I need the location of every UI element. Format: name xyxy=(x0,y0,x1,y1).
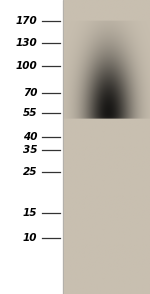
Text: 55: 55 xyxy=(23,108,38,118)
Text: 130: 130 xyxy=(16,38,38,48)
Text: 70: 70 xyxy=(23,88,38,98)
Text: 170: 170 xyxy=(16,16,38,26)
Text: 15: 15 xyxy=(23,208,38,218)
Text: 100: 100 xyxy=(16,61,38,71)
Text: 25: 25 xyxy=(23,167,38,177)
FancyBboxPatch shape xyxy=(0,0,63,294)
Text: 35: 35 xyxy=(23,145,38,155)
FancyBboxPatch shape xyxy=(63,0,150,294)
Text: 40: 40 xyxy=(23,132,38,142)
Text: 10: 10 xyxy=(23,233,38,243)
